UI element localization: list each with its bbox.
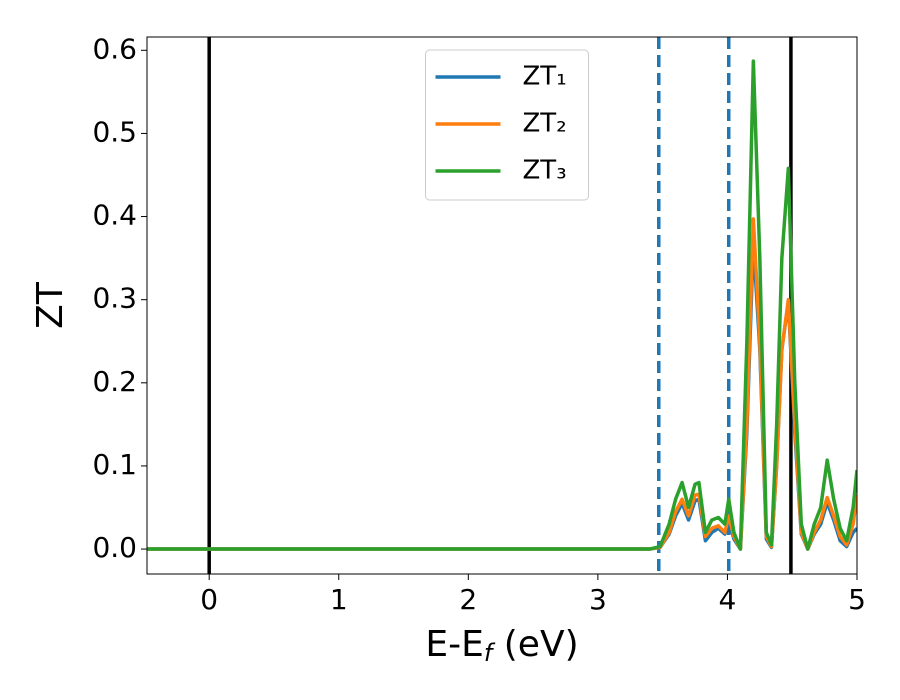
- legend-box: [425, 49, 589, 201]
- y-tick-label: 0.1: [92, 448, 137, 481]
- y-tick-label: 0.2: [92, 365, 137, 398]
- x-tick-label: 2: [459, 583, 477, 616]
- x-tick-label: 0: [200, 583, 218, 616]
- x-tick-label: 4: [719, 583, 737, 616]
- legend-label: ZT₂: [523, 109, 567, 139]
- y-axis-label: ZT: [30, 281, 71, 329]
- y-tick-label: 0.3: [92, 282, 137, 315]
- series-line: [147, 217, 857, 551]
- y-tick-label: 0.4: [92, 199, 137, 232]
- x-tick-label: 3: [589, 583, 607, 616]
- y-tick-label: 0.5: [92, 115, 137, 148]
- plot-area: [147, 37, 857, 574]
- x-axis-label-part: (eV): [492, 624, 578, 665]
- y-tick-label: 0.6: [92, 32, 137, 65]
- legend-label: ZT₃: [523, 156, 567, 186]
- series-line: [147, 59, 857, 551]
- x-axis-label-part: E-E: [425, 624, 483, 665]
- plot-frame: [146, 36, 858, 575]
- y-tick-label: 0.0: [92, 531, 137, 564]
- legend-label: ZT₁: [523, 62, 567, 92]
- x-axis-label: E-Ef (eV): [425, 624, 578, 667]
- x-tick-label: 5: [848, 583, 866, 616]
- x-tick-label: 1: [330, 583, 348, 616]
